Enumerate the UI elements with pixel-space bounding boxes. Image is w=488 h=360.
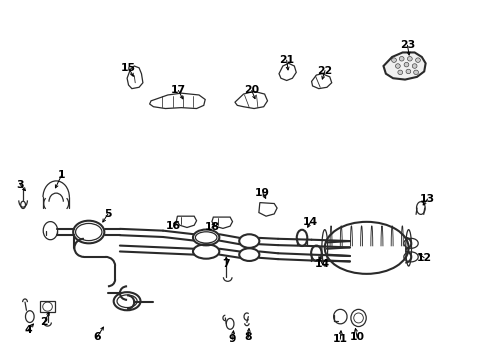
- Text: 6: 6: [93, 332, 101, 342]
- Text: 12: 12: [416, 253, 431, 263]
- Text: 17: 17: [170, 85, 185, 95]
- Text: 10: 10: [349, 332, 364, 342]
- Text: 7: 7: [222, 259, 230, 269]
- Text: 11: 11: [332, 334, 347, 344]
- Circle shape: [397, 70, 402, 75]
- Text: 3: 3: [17, 180, 24, 189]
- Text: 23: 23: [399, 40, 414, 50]
- Bar: [41, 301, 55, 312]
- Circle shape: [411, 64, 416, 68]
- Circle shape: [413, 70, 418, 75]
- Circle shape: [403, 62, 408, 67]
- Text: 15: 15: [121, 63, 136, 73]
- Text: 14: 14: [303, 217, 318, 226]
- Text: 2: 2: [41, 318, 48, 328]
- Text: 21: 21: [279, 55, 294, 65]
- Text: 13: 13: [419, 194, 434, 204]
- Text: 19: 19: [255, 188, 270, 198]
- Text: 18: 18: [204, 222, 219, 233]
- Text: 1: 1: [58, 171, 65, 180]
- Circle shape: [405, 69, 410, 74]
- Circle shape: [391, 58, 396, 62]
- Polygon shape: [383, 53, 425, 80]
- Text: 20: 20: [244, 85, 259, 95]
- Circle shape: [395, 64, 399, 68]
- Text: 22: 22: [317, 66, 332, 76]
- Circle shape: [407, 57, 411, 61]
- Text: 9: 9: [228, 334, 236, 344]
- Text: 5: 5: [104, 209, 111, 219]
- Text: 8: 8: [244, 332, 252, 342]
- Circle shape: [415, 58, 420, 62]
- Text: 4: 4: [24, 325, 32, 335]
- Text: 14: 14: [314, 259, 329, 269]
- Text: 16: 16: [165, 221, 181, 231]
- Circle shape: [399, 57, 403, 61]
